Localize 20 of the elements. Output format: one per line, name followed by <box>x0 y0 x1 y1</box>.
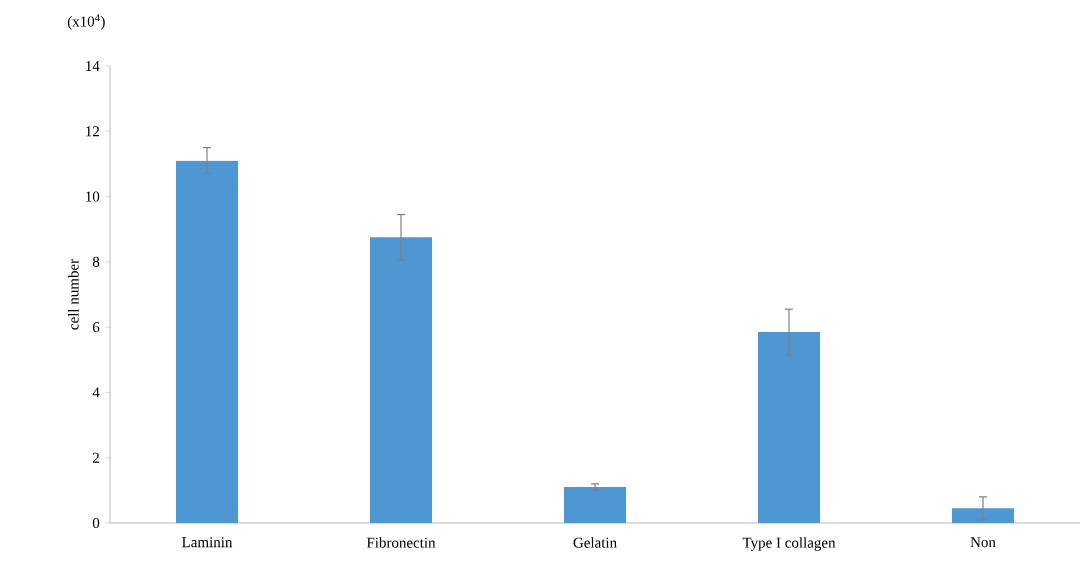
bar <box>175 160 239 523</box>
y-tick-label: 0 <box>92 517 100 529</box>
y-tick-label: 14 <box>86 61 100 71</box>
x-tick-label: Fibronectin <box>366 537 436 548</box>
y-tick-label: 10 <box>86 191 100 202</box>
x-tick-label: Gelatin <box>573 537 617 548</box>
y-tick-label: 2 <box>92 452 99 463</box>
text: (x10$^{4}$) <box>67 14 105 30</box>
y-tick-label: 8 <box>92 256 100 267</box>
y-axis-title: cell number <box>68 259 79 330</box>
x-tick-label: Type I collagen <box>742 537 836 551</box>
bar <box>369 237 433 523</box>
x-tick-label: Non <box>970 537 996 548</box>
y-tick-label: 4 <box>92 387 100 398</box>
y-tick-label: 6 <box>92 322 100 333</box>
bar <box>757 332 821 523</box>
bar <box>951 508 1015 523</box>
x-tick-label: Laminin <box>182 537 233 548</box>
bar <box>563 487 627 523</box>
y-tick-label: 12 <box>86 126 99 137</box>
